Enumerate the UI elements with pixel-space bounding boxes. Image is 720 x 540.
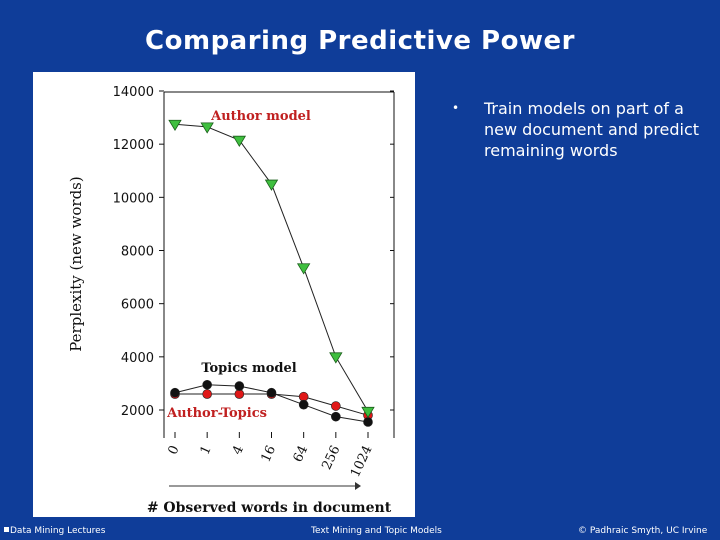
chart-series	[168, 119, 375, 427]
x-tick-label: 64	[291, 443, 312, 464]
bullet-dot-icon: •	[452, 101, 460, 115]
x-tick-label: 4	[230, 443, 247, 457]
data-point-circle	[202, 379, 212, 390]
series-annotation: Topics model	[201, 361, 296, 376]
x-axis-label: # Observed words in document	[147, 500, 392, 516]
data-point-triangle	[329, 352, 343, 364]
footer-square-icon	[4, 527, 9, 532]
chart-axes: 2000 4000 6000 8000 10000 12000 14000 0 1 4 16 64 25…	[113, 85, 395, 480]
x-tick-label: 16	[259, 443, 280, 464]
bullet-text: Train models on part of a new document a…	[484, 99, 700, 160]
x-tick-label: 256	[319, 443, 343, 472]
y-tick-label: 6000	[121, 298, 154, 313]
footer-right: © Padhraic Smyth, UC Irvine	[578, 526, 708, 536]
data-point-circle	[170, 387, 180, 398]
x-tick-label: 1	[198, 443, 215, 457]
data-point-circle	[331, 401, 341, 411]
data-point-circle	[331, 411, 341, 422]
y-tick-label: 14000	[113, 85, 154, 100]
series-author-model	[168, 119, 375, 419]
data-point-circle	[298, 391, 309, 402]
data-point-circle	[298, 399, 309, 410]
y-axis-label: Perplexity (new words)	[67, 176, 85, 351]
perplexity-chart: 2000 4000 6000 8000 10000 12000 14000 0 1 4 16 64 25…	[67, 85, 395, 516]
data-point-circle	[234, 389, 245, 399]
data-point-triangle	[264, 179, 279, 191]
bullet-list: • Train models on part of a new document…	[452, 98, 714, 161]
footer-center: Text Mining and Topic Models	[311, 526, 442, 536]
series-annotation: Author model	[210, 109, 311, 124]
data-point-circle	[266, 387, 277, 398]
chart-labels: Perplexity (new words) # Observed words i…	[67, 109, 392, 516]
series-topics-model	[170, 379, 373, 427]
x-tick-label: 0	[166, 443, 183, 457]
data-point-circle	[234, 381, 245, 391]
data-point-circle	[202, 389, 212, 399]
data-point-triangle	[168, 119, 182, 132]
data-point-circle	[363, 417, 373, 427]
footer-left-text: Data Mining Lectures	[10, 526, 106, 536]
y-tick-label: 12000	[113, 138, 154, 153]
y-tick-label: 2000	[121, 404, 154, 419]
slide-title: Comparing Predictive Power	[145, 26, 575, 56]
x-tick-label: 1024	[348, 443, 376, 479]
data-point-triangle	[296, 263, 311, 275]
y-tick-label: 10000	[113, 191, 154, 206]
x-axis-arrowhead	[355, 482, 361, 490]
chart-panel: 2000 4000 6000 8000 10000 12000 14000 0 1 4 16 64 25…	[33, 72, 415, 517]
bullet-item: • Train models on part of a new document…	[452, 98, 714, 161]
footer-left: Data Mining Lectures	[4, 526, 105, 536]
data-point-triangle	[232, 135, 247, 147]
series-annotation: Author-Topics	[166, 406, 267, 421]
data-point-triangle	[361, 406, 375, 419]
data-point-triangle	[200, 122, 214, 134]
y-tick-label: 8000	[121, 245, 154, 260]
y-tick-label: 4000	[121, 351, 154, 366]
